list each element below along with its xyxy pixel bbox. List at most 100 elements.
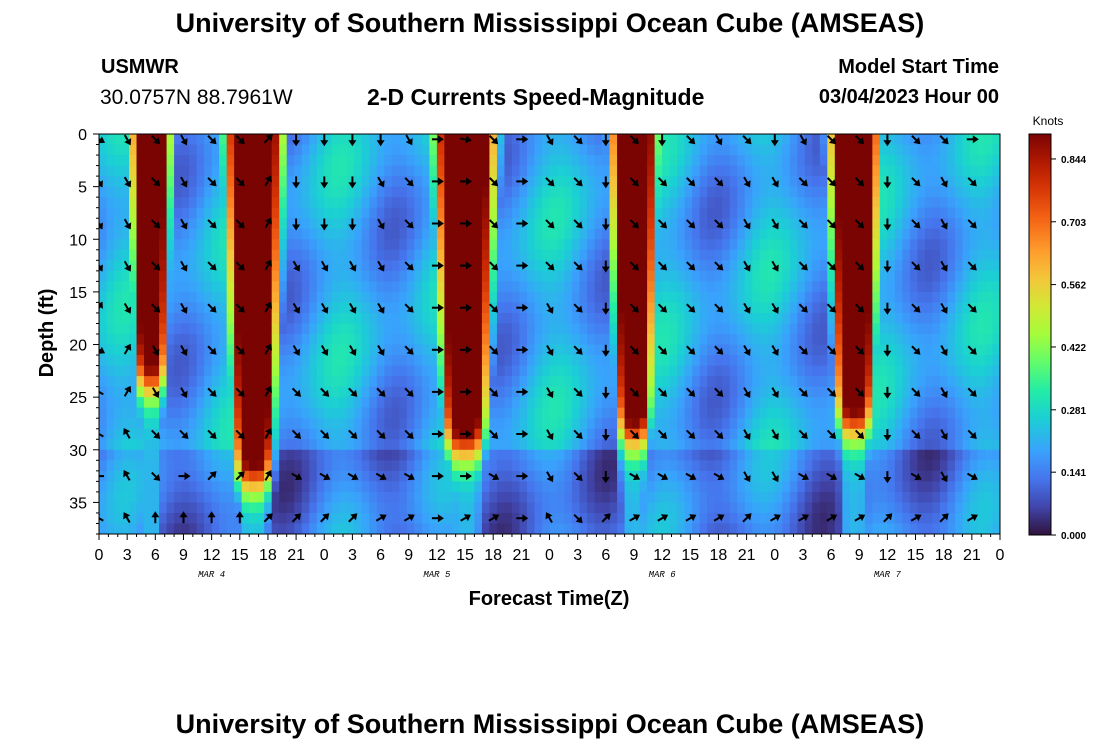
heatmap-cell <box>819 176 828 188</box>
heatmap-cell <box>954 186 964 198</box>
heatmap-cell <box>677 155 686 167</box>
heatmap-cell <box>579 418 588 430</box>
heatmap-cell <box>346 407 355 419</box>
current-arrow <box>940 218 948 230</box>
heatmap-cell <box>557 418 566 430</box>
heatmap-cell <box>684 365 693 377</box>
x-tick-label: 12 <box>428 547 446 564</box>
heatmap-cell <box>534 470 543 482</box>
heatmap-cell <box>587 186 596 198</box>
heatmap-cell <box>466 365 476 377</box>
heatmap-cell <box>219 449 228 461</box>
heatmap-cell <box>977 470 986 482</box>
heatmap-cell <box>429 397 438 409</box>
heatmap-cell <box>684 491 693 504</box>
heatmap-cell <box>211 376 220 388</box>
heatmap-cell <box>789 439 798 451</box>
heatmap-cell <box>369 260 378 272</box>
heatmap-cell <box>939 365 949 377</box>
heatmap-cell <box>639 439 648 451</box>
heatmap-cell <box>429 407 438 419</box>
heatmap-cell <box>797 502 806 514</box>
heatmap-cell <box>204 144 213 156</box>
heatmap-cell <box>774 281 783 293</box>
heatmap-cell <box>129 502 138 514</box>
heatmap-cell <box>797 165 806 177</box>
heatmap-cell <box>992 491 1000 504</box>
heatmap-cell <box>346 312 355 325</box>
heatmap-cell <box>421 302 430 314</box>
heatmap-cell <box>309 334 318 346</box>
heatmap-cell <box>564 302 573 314</box>
heatmap-cell <box>617 365 626 377</box>
heatmap-cell <box>241 481 250 493</box>
heatmap-cell <box>782 365 791 377</box>
heatmap-cell <box>684 207 693 219</box>
heatmap-cell <box>549 439 558 451</box>
heatmap-cell <box>602 523 611 534</box>
heatmap-cell <box>414 197 423 209</box>
heatmap-cell <box>361 260 370 272</box>
heatmap-cell <box>354 197 363 209</box>
heatmap-cell <box>639 207 648 219</box>
heatmap-cell <box>414 386 423 398</box>
heatmap-cell <box>429 491 438 504</box>
heatmap-cell <box>324 376 333 388</box>
heatmap-cell <box>549 428 558 440</box>
heatmap-cell <box>857 491 866 504</box>
heatmap-cell <box>759 397 768 409</box>
heatmap-cell <box>331 470 340 482</box>
heatmap-cell <box>624 334 633 346</box>
heatmap-cell <box>234 249 243 261</box>
heatmap-cell <box>129 386 138 398</box>
heatmap-cell <box>572 355 581 367</box>
heatmap-cell <box>316 386 325 398</box>
heatmap-cell <box>249 134 258 146</box>
heatmap-cell <box>144 302 153 314</box>
heatmap-cell <box>241 523 250 534</box>
heatmap-cell <box>346 439 355 451</box>
heatmap-cell <box>549 176 558 188</box>
heatmap-cell <box>849 144 858 156</box>
heatmap-cell <box>984 502 994 514</box>
heatmap-cell <box>99 397 108 409</box>
heatmap-cell <box>384 334 393 346</box>
heatmap-cell <box>707 449 716 461</box>
heatmap-cell <box>481 281 491 293</box>
heatmap-cell <box>939 155 949 167</box>
heatmap-cell <box>744 397 753 409</box>
current-arrow <box>715 134 723 146</box>
heatmap-cell <box>977 397 986 409</box>
heatmap-cell <box>804 197 813 209</box>
heatmap-cell <box>677 449 686 461</box>
heatmap-cell <box>909 365 919 377</box>
heatmap-cell <box>602 312 611 325</box>
heatmap-cell <box>917 249 926 261</box>
heatmap-cell <box>534 281 543 293</box>
current-arrow <box>123 385 132 397</box>
heatmap-cell <box>557 355 566 367</box>
heatmap-cell <box>924 439 934 451</box>
current-arrow <box>714 387 724 397</box>
heatmap-cell <box>872 270 881 282</box>
heatmap-cell <box>114 439 123 451</box>
current-arrow <box>798 429 808 439</box>
heatmap-cell <box>339 365 348 377</box>
heatmap-cell <box>549 281 558 293</box>
heatmap-cell <box>384 512 393 525</box>
heatmap-cell <box>804 228 813 240</box>
heatmap-cell <box>587 512 596 525</box>
heatmap-cell <box>286 397 295 409</box>
y-tick-label: 0 <box>78 127 87 144</box>
heatmap-cell <box>489 155 498 167</box>
heatmap-cell <box>511 365 521 377</box>
heatmap-cell <box>271 228 280 240</box>
heatmap-cell <box>969 376 979 388</box>
heatmap-cell <box>894 155 903 167</box>
heatmap-cell <box>279 197 288 209</box>
heatmap-cell <box>316 197 325 209</box>
heatmap-cell <box>481 260 491 272</box>
heatmap-cell <box>106 218 115 230</box>
heatmap-cell <box>887 207 896 219</box>
heatmap-cell <box>519 376 528 388</box>
